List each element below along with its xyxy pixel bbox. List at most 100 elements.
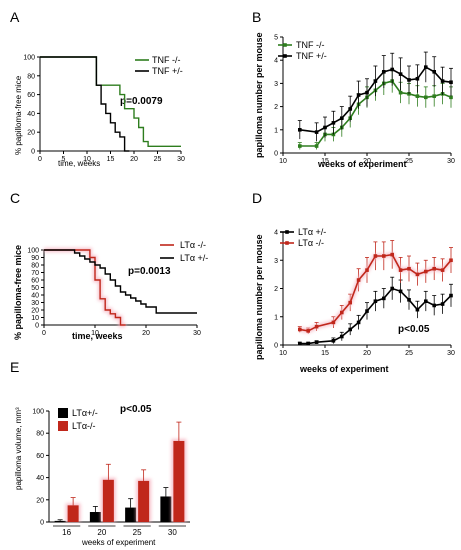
chart-d-series-2-point <box>424 269 428 274</box>
chart-b-series-1-point <box>432 94 436 98</box>
chart-a-legend-label-2: TNF +/- <box>152 66 183 76</box>
chart-c-y-tick-label: 30 <box>31 300 39 307</box>
chart-e-legend-swatch-1 <box>58 408 68 418</box>
chart-b-series-2-point <box>373 79 378 83</box>
chart-e-y-tick-label: 0 <box>40 520 44 527</box>
chart-d-series-1-point <box>306 341 310 346</box>
chart-b-series-1-point <box>398 90 403 95</box>
chart-b-series-2-point <box>398 72 403 76</box>
chart-b-series-2-point <box>449 80 453 85</box>
chart-a-series-1-line <box>40 56 181 148</box>
chart-b-x-tick-label: 30 <box>447 158 455 165</box>
chart-c-legend-label-1: LTα -/- <box>180 240 206 250</box>
chart-d-x-tick-label: 25 <box>405 350 413 357</box>
chart-b-y-tick-label: 5 <box>274 35 278 42</box>
chart-b-x-tick-label: 10 <box>279 158 287 165</box>
chart-d-series-2-point <box>298 327 302 332</box>
chart-a-y-tick-label: 60 <box>27 92 35 99</box>
chart-b-series-2-point <box>415 76 420 81</box>
chart-a-x-tick-label: 15 <box>107 156 115 163</box>
chart-b-series-2-point <box>340 116 344 120</box>
chart-b-series-2-point <box>424 65 428 69</box>
chart-e-category-label: 30 <box>168 528 177 537</box>
chart-d-series-2-point <box>348 300 352 305</box>
chart-b-x-tick-label: 15 <box>321 158 329 165</box>
chart-a-x-tick-label: 30 <box>177 156 185 163</box>
chart-c-x-tick-label: 0 <box>42 330 46 337</box>
chart-e-bar <box>138 480 150 522</box>
chart-e-category-label: 16 <box>62 528 71 537</box>
chart-d-series-2-point <box>432 266 436 271</box>
chart-d-series-1-point <box>365 309 369 313</box>
chart-d-series-1-point <box>356 320 361 325</box>
chart-c-y-tick-label: 10 <box>31 315 39 322</box>
chart-b-series-2-point <box>432 70 436 74</box>
chart-b-x-tick-label: 25 <box>405 158 413 165</box>
chart-e-bar <box>102 479 114 522</box>
chart-b-legend-label-1: TNF -/- <box>296 40 325 50</box>
chart-e-y-tick-label: 60 <box>36 453 44 460</box>
chart-a-x-tick-label: 20 <box>130 156 138 163</box>
panel-label-e: E <box>10 359 19 375</box>
chart-a-pvalue: p=0.0079 <box>120 96 163 107</box>
panel-label-c: C <box>10 190 20 206</box>
chart-d-xlabel: weeks of experiment <box>299 364 389 374</box>
chart-e-legend-label-1: LTα+/- <box>72 408 98 418</box>
chart-e-pvalue: p<0.05 <box>120 404 152 415</box>
chart-d-series-1-point <box>440 302 445 306</box>
chart-e-bar <box>125 507 137 522</box>
chart-d-y-tick-label: 4 <box>274 230 278 237</box>
chart-d-series-1-point <box>415 307 420 312</box>
chart-c-ylabel: % papilloma-free mice <box>13 245 23 340</box>
chart-b-series-2-point <box>298 128 302 132</box>
chart-e-xlabel: weeks of experiment <box>81 538 156 547</box>
chart-d-series-2-point <box>440 268 445 272</box>
chart-b-series-2-point <box>440 79 445 83</box>
chart-b-series-2-point <box>331 121 336 125</box>
chart-b-legend-marker-1 <box>283 43 287 47</box>
chart-c-xlabel: time, weeks <box>72 331 123 341</box>
panel-label-a: A <box>10 9 20 25</box>
chart-b-series-2-point <box>314 130 319 134</box>
chart-c-x-tick-label: 10 <box>91 330 99 337</box>
chart-d-series-2-point <box>382 254 386 258</box>
chart-b-y-tick-label: 2 <box>274 104 278 111</box>
chart-d-series-1-point <box>424 299 428 304</box>
chart-d-series-1-point <box>390 286 394 291</box>
chart-e-bar <box>67 505 79 522</box>
chart-d-ylabel: papilloma number per mouse <box>254 234 264 360</box>
chart-c-y-tick-label: 60 <box>31 278 39 285</box>
chart-b-series-1-point <box>298 144 302 148</box>
chart-b-y-tick-label: 1 <box>274 127 278 134</box>
chart-d-series-1-point <box>331 338 336 343</box>
chart-b-x-tick-label: 20 <box>363 158 371 165</box>
chart-d-series-2-point <box>390 252 394 257</box>
chart-a-y-tick-label: 0 <box>31 149 35 156</box>
chart-d-y-tick-label: 3 <box>274 258 278 265</box>
chart-e-legend-label-2: LTα-/- <box>72 421 96 431</box>
chart-d-x-tick-label: 15 <box>321 350 329 357</box>
chart-b-series-1-point <box>415 94 420 98</box>
chart-a-x-tick-label: 0 <box>38 156 42 163</box>
chart-a-x-tick-label: 25 <box>154 156 162 163</box>
chart-c-y-tick-label: 100 <box>27 248 39 255</box>
chart-e-y-tick-label: 40 <box>36 475 44 482</box>
chart-a-x-tick-label: 10 <box>83 156 91 163</box>
chart-e-y-tick-label: 20 <box>36 497 44 504</box>
chart-d-pvalue: p<0.05 <box>398 324 430 335</box>
chart-d-series-1-point <box>373 299 378 304</box>
chart-c-series-1-line <box>44 249 126 326</box>
chart-c-x-tick-label: 20 <box>142 330 150 337</box>
chart-e-bar <box>89 512 101 522</box>
chart-c-y-tick-label: 90 <box>31 255 39 262</box>
chart-d-y-tick-label: 0 <box>274 343 278 350</box>
chart-c-legend-label-2: LTα +/- <box>180 253 208 263</box>
chart-a-y-tick-label: 20 <box>27 130 35 137</box>
chart-c-y-tick-label: 80 <box>31 263 39 270</box>
chart-d-series-1-point <box>314 340 319 344</box>
chart-c-y-tick-label: 70 <box>31 270 39 277</box>
chart-c-y-tick-label: 20 <box>31 308 39 315</box>
chart-a-legend-label-1: TNF -/- <box>152 55 181 65</box>
